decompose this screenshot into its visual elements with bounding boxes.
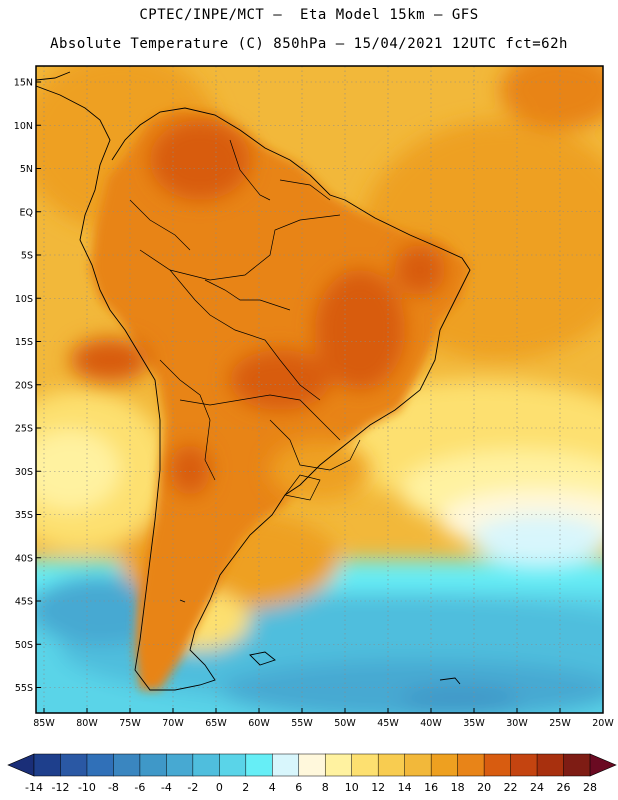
lat-tick-label: 5S xyxy=(21,251,33,262)
lon-tick-label: 35W xyxy=(463,718,485,729)
lat-tick-label: 5N xyxy=(20,164,33,175)
country-borders xyxy=(129,139,361,501)
lon-tick-label: 80W xyxy=(76,718,98,729)
lat-tick-label: 45S xyxy=(15,597,33,608)
colorbar-label: 24 xyxy=(530,781,544,794)
colorbar-swatch xyxy=(298,753,326,777)
colorbar-label: 16 xyxy=(424,781,438,794)
temperature-field xyxy=(36,66,603,713)
colorbar-swatch xyxy=(139,753,167,777)
colorbar-label: -12 xyxy=(51,781,69,794)
lat-tick-label: EQ xyxy=(20,207,33,218)
lat-tick-label: 10S xyxy=(15,294,33,305)
colorbar-swatch xyxy=(430,753,459,777)
colorbar-swatch xyxy=(351,753,379,777)
colorbar-over-arrow xyxy=(589,753,617,777)
lon-tick-label: 50W xyxy=(334,718,356,729)
colorbar-label: 8 xyxy=(322,781,329,794)
colorbar-label: 14 xyxy=(398,781,412,794)
colorbar-swatch xyxy=(483,753,512,777)
chart-title: CPTEC/INPE/MCT – Eta Model 15km – GFS xyxy=(139,7,479,23)
lat-tick-label: 10N xyxy=(14,121,33,132)
colorbar-swatch xyxy=(272,753,300,777)
lon-tick-label: 20W xyxy=(592,718,614,729)
colorbar-swatch xyxy=(536,753,565,777)
graticule xyxy=(36,66,604,713)
lat-tick-label: 15N xyxy=(14,78,33,89)
colorbar-label: -6 xyxy=(134,781,145,794)
colorbar-label: -14 xyxy=(25,781,43,794)
lon-tick-label: 65W xyxy=(205,718,227,729)
colorbar-label: 18 xyxy=(451,781,465,794)
coastline xyxy=(36,71,471,691)
colorbar-label: 0 xyxy=(216,781,223,794)
lon-tick-label: 55W xyxy=(291,718,313,729)
colorbar-swatch xyxy=(563,753,591,777)
lat-tick-label: 30S xyxy=(15,467,33,478)
plot-frame xyxy=(35,65,604,714)
lon-tick-label: 85W xyxy=(33,718,55,729)
lat-tick-label: 50S xyxy=(15,640,33,651)
lat-tick-label: 55S xyxy=(15,683,33,694)
lat-tick-label: 15S xyxy=(15,337,33,348)
lat-tick-label: 20S xyxy=(15,380,33,391)
lat-tick-label: 40S xyxy=(15,553,33,564)
colorbar-swatch xyxy=(510,753,538,777)
colorbar-swatch xyxy=(377,753,406,777)
colorbar-label: -4 xyxy=(161,781,172,794)
lat-tick-label: 25S xyxy=(15,424,33,435)
lon-tick-label: 45W xyxy=(377,718,399,729)
colorbar-under-arrow xyxy=(7,753,35,777)
colorbar-label: 10 xyxy=(345,781,359,794)
colorbar-label: -10 xyxy=(78,781,96,794)
lon-tick-label: 40W xyxy=(420,718,442,729)
colorbar-swatch xyxy=(166,753,194,777)
colorbar-swatch xyxy=(113,753,141,777)
colorbar-swatch xyxy=(192,753,220,777)
colorbar-label: 6 xyxy=(295,781,302,794)
colorbar-label: -8 xyxy=(108,781,119,794)
colorbar xyxy=(7,753,617,777)
colorbar-swatch xyxy=(60,753,88,777)
lon-tick-label: 75W xyxy=(119,718,141,729)
colorbar-label: -2 xyxy=(187,781,198,794)
lon-tick-label: 25W xyxy=(549,718,571,729)
colorbar-label: 22 xyxy=(504,781,518,794)
colorbar-label: 4 xyxy=(269,781,276,794)
colorbar-swatch xyxy=(86,753,114,777)
colorbar-swatch xyxy=(245,753,273,777)
colorbar-label: 20 xyxy=(477,781,491,794)
colorbar-label: 2 xyxy=(242,781,249,794)
colorbar-swatch xyxy=(457,753,485,777)
colorbar-swatch xyxy=(404,753,432,777)
lon-tick-label: 30W xyxy=(506,718,528,729)
colorbar-swatch xyxy=(324,753,353,777)
colorbar-label: 28 xyxy=(583,781,597,794)
chart-subtitle: Absolute Temperature (C) 850hPa – 15/04/… xyxy=(50,36,568,52)
lon-tick-label: 60W xyxy=(248,718,270,729)
colorbar-swatch xyxy=(219,753,247,777)
lat-tick-label: 35S xyxy=(15,510,33,521)
lon-tick-label: 70W xyxy=(162,718,184,729)
colorbar-label: 26 xyxy=(557,781,571,794)
colorbar-swatch xyxy=(33,753,62,777)
colorbar-label: 12 xyxy=(371,781,385,794)
